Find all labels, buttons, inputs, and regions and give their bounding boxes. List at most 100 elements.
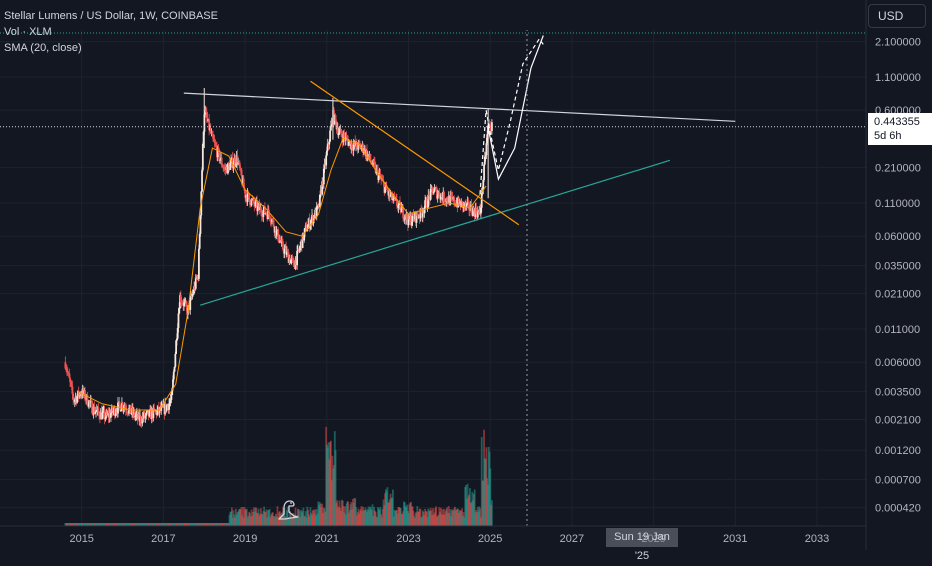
- candle-body: [337, 133, 340, 136]
- candle-body: [73, 399, 76, 402]
- candle-body: [194, 277, 197, 289]
- candle-body: [470, 204, 473, 213]
- candle-body: [263, 206, 266, 214]
- candle-body: [175, 340, 178, 354]
- candle-body: [438, 192, 441, 198]
- candle-body: [213, 140, 216, 143]
- trendlines: [0, 30, 866, 526]
- candle-body: [89, 400, 92, 403]
- grid: [0, 30, 866, 526]
- candle-body: [179, 295, 182, 303]
- candle-body: [491, 122, 493, 131]
- candle-body: [262, 210, 265, 217]
- candle-body: [292, 258, 295, 261]
- candle-body: [246, 192, 249, 202]
- candle-body: [66, 369, 68, 372]
- legend-volume[interactable]: Vol · XLM: [4, 26, 52, 38]
- candle-body: [428, 194, 430, 196]
- candle-body: [472, 207, 475, 211]
- candle-body: [355, 141, 358, 148]
- candle-body: [234, 164, 237, 166]
- candle-body: [325, 155, 328, 166]
- candle-body: [267, 209, 269, 220]
- currency-button[interactable]: USD: [868, 4, 926, 28]
- candle-body: [305, 225, 308, 232]
- candle-body: [476, 211, 479, 218]
- candle-body: [312, 215, 315, 224]
- candle-body: [146, 411, 148, 413]
- volume-bar: [491, 500, 493, 526]
- candle-body: [369, 153, 372, 161]
- candle-body: [209, 127, 212, 134]
- candle-body: [176, 327, 179, 339]
- candle-body: [440, 194, 443, 197]
- candle-body: [102, 410, 104, 413]
- last-price-label: 0.443355 5d 6h: [868, 113, 932, 145]
- candle-body: [410, 221, 413, 226]
- candle-body: [397, 204, 400, 208]
- candle-body: [468, 202, 471, 211]
- price-chart[interactable]: 2.1000001.1000000.6000000.2100000.110000…: [0, 0, 932, 550]
- candle-body: [265, 213, 268, 215]
- candle-body: [88, 400, 90, 407]
- candle-body: [189, 299, 192, 310]
- y-tick-label: 0.006000: [875, 357, 921, 369]
- axes: 2.1000001.1000000.6000000.2100000.110000…: [0, 0, 921, 550]
- candle-body: [392, 199, 394, 201]
- candle-body: [419, 208, 422, 219]
- candle-body: [170, 394, 173, 400]
- legend-sma[interactable]: SMA (20, close): [4, 42, 82, 54]
- candle-body: [156, 410, 159, 415]
- volume-bar: [479, 508, 482, 526]
- y-tick-label: 0.210000: [875, 163, 921, 175]
- candle-body: [70, 384, 73, 387]
- candle-body: [68, 373, 71, 378]
- candle-body: [145, 412, 148, 416]
- candle-body: [270, 221, 273, 223]
- candle-body: [134, 416, 137, 418]
- candle-body: [211, 132, 214, 134]
- candle-body: [426, 206, 429, 208]
- legend-symbol[interactable]: Stellar Lumens / US Dollar, 1W, COINBASE: [4, 10, 218, 22]
- candle-body: [67, 372, 70, 374]
- candle-body: [395, 199, 398, 206]
- candle-body: [178, 308, 181, 314]
- candle-body: [449, 195, 452, 205]
- candle-body: [133, 411, 136, 418]
- candle-body: [377, 174, 380, 181]
- candle-body: [304, 228, 306, 233]
- candle-body: [453, 197, 456, 205]
- candle-body: [205, 110, 207, 113]
- volume-bar: [473, 489, 476, 526]
- candle-body: [335, 120, 338, 130]
- candle-body: [234, 158, 236, 165]
- candle-body: [407, 214, 410, 226]
- candle-body: [321, 181, 324, 195]
- candle-body: [121, 403, 124, 409]
- candle-body: [176, 338, 178, 341]
- candle-body: [271, 219, 274, 221]
- candle-body: [329, 125, 332, 131]
- candle-body: [318, 194, 321, 207]
- candle-body: [95, 410, 98, 412]
- candle-body: [485, 143, 488, 156]
- y-tick-label: 0.002100: [875, 415, 921, 427]
- candle-body: [287, 252, 290, 263]
- candle-body: [118, 401, 121, 406]
- dinosaur-logo-icon[interactable]: [276, 496, 302, 522]
- volume-bar: [371, 504, 374, 526]
- candle-body: [326, 143, 329, 151]
- y-tick-label: 0.000420: [875, 503, 921, 515]
- candle-body: [191, 294, 194, 297]
- candle-body: [315, 206, 318, 217]
- candle-body: [250, 199, 253, 206]
- y-tick-label: 0.003500: [875, 387, 921, 399]
- candle-body: [215, 145, 218, 148]
- candle-body: [71, 386, 74, 395]
- candle-body: [254, 201, 257, 207]
- candle-body: [450, 195, 452, 197]
- candle-body: [103, 410, 106, 420]
- candle-body: [192, 293, 195, 295]
- candle-body: [362, 144, 364, 153]
